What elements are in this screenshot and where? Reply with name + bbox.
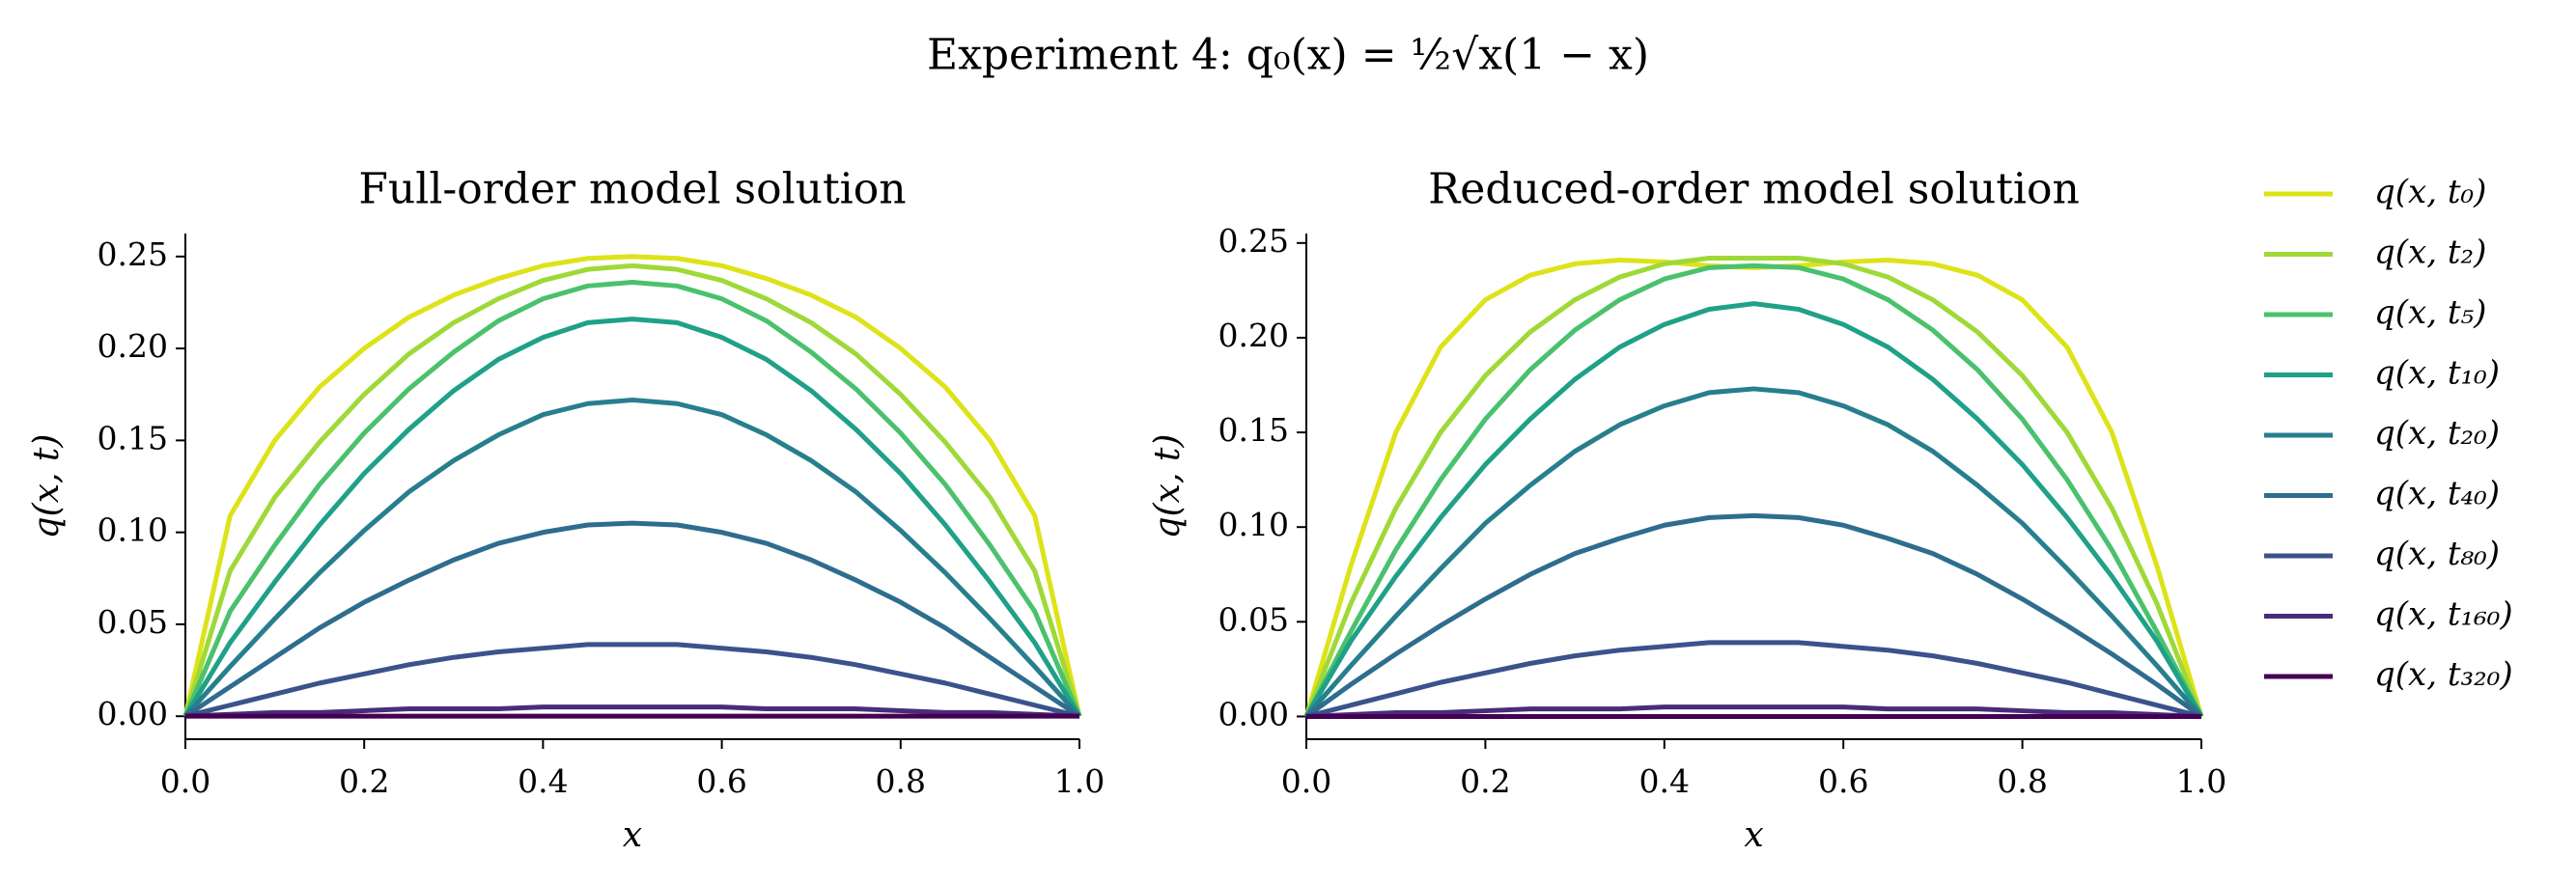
y-tick-label: 0.15 — [98, 419, 168, 456]
y-axis-label: q(x, t) — [27, 434, 67, 539]
legend-label: q(x, t₂) — [2374, 234, 2486, 272]
y-tick-label: 0.20 — [98, 327, 168, 365]
series-line — [183, 397, 1081, 718]
series-line — [184, 704, 1080, 719]
y-tick-label: 0.05 — [98, 603, 168, 641]
series-line — [183, 520, 1081, 719]
y-axis-label: q(x, t) — [1148, 434, 1188, 539]
legend-label: q(x, t₄₀) — [2374, 475, 2500, 513]
legend-label: q(x, t₁₆₀) — [2374, 595, 2513, 634]
x-tick-label: 0.6 — [1818, 762, 1868, 800]
series-line — [1305, 640, 2202, 719]
x-axis-label: x — [623, 815, 642, 855]
series-line — [182, 262, 1082, 717]
y-tick-label: 0.05 — [1218, 600, 1289, 638]
series-line — [184, 642, 1080, 719]
series-line — [1303, 301, 2204, 718]
y-tick-label: 0.15 — [1218, 411, 1289, 449]
figure-title: Experiment 4: q₀(x) = ½√x(1 − x) — [927, 31, 1649, 80]
series-line — [182, 254, 1082, 717]
x-tick-label: 0.4 — [1639, 762, 1690, 800]
series-line — [1303, 257, 2204, 718]
x-tick-label: 0.8 — [876, 762, 926, 800]
x-tick-label: 0.2 — [339, 762, 389, 800]
y-tick-label: 0.00 — [98, 695, 168, 732]
x-tick-label: 0.0 — [160, 762, 210, 800]
legend-label: q(x, t₀) — [2374, 173, 2486, 211]
x-tick-label: 0.2 — [1460, 762, 1510, 800]
legend-label: q(x, t₂₀) — [2374, 414, 2500, 453]
series-line — [1304, 512, 2203, 719]
x-tick-label: 0.0 — [1281, 762, 1331, 800]
legend-label: q(x, t₅) — [2374, 293, 2486, 332]
y-tick-label: 0.25 — [98, 235, 168, 273]
x-tick-label: 1.0 — [2176, 762, 2226, 800]
series-line — [182, 317, 1082, 718]
x-tick-label: 0.6 — [696, 762, 746, 800]
legend-label: q(x, t₃₂₀) — [2374, 655, 2513, 694]
subplot-title: Full-order model solution — [358, 165, 906, 214]
y-tick-label: 0.10 — [98, 511, 168, 549]
series-line — [1305, 704, 2202, 719]
legend-label: q(x, t₁₀) — [2374, 354, 2500, 393]
x-axis-label: x — [1744, 815, 1763, 855]
y-tick-label: 0.20 — [1218, 317, 1289, 354]
x-tick-label: 1.0 — [1054, 762, 1105, 800]
y-tick-label: 0.10 — [1218, 506, 1289, 543]
legend-label: q(x, t₈₀) — [2374, 535, 2500, 573]
series-line — [182, 279, 1082, 718]
series-line — [1303, 262, 2204, 718]
subplot-title: Reduced-order model solution — [1428, 165, 2080, 214]
y-tick-label: 0.00 — [1218, 695, 1289, 732]
series-line — [1303, 256, 2204, 718]
series-line — [1304, 386, 2203, 719]
y-tick-label: 0.25 — [1218, 222, 1289, 260]
x-tick-label: 0.4 — [518, 762, 568, 800]
x-tick-label: 0.8 — [1997, 762, 2047, 800]
